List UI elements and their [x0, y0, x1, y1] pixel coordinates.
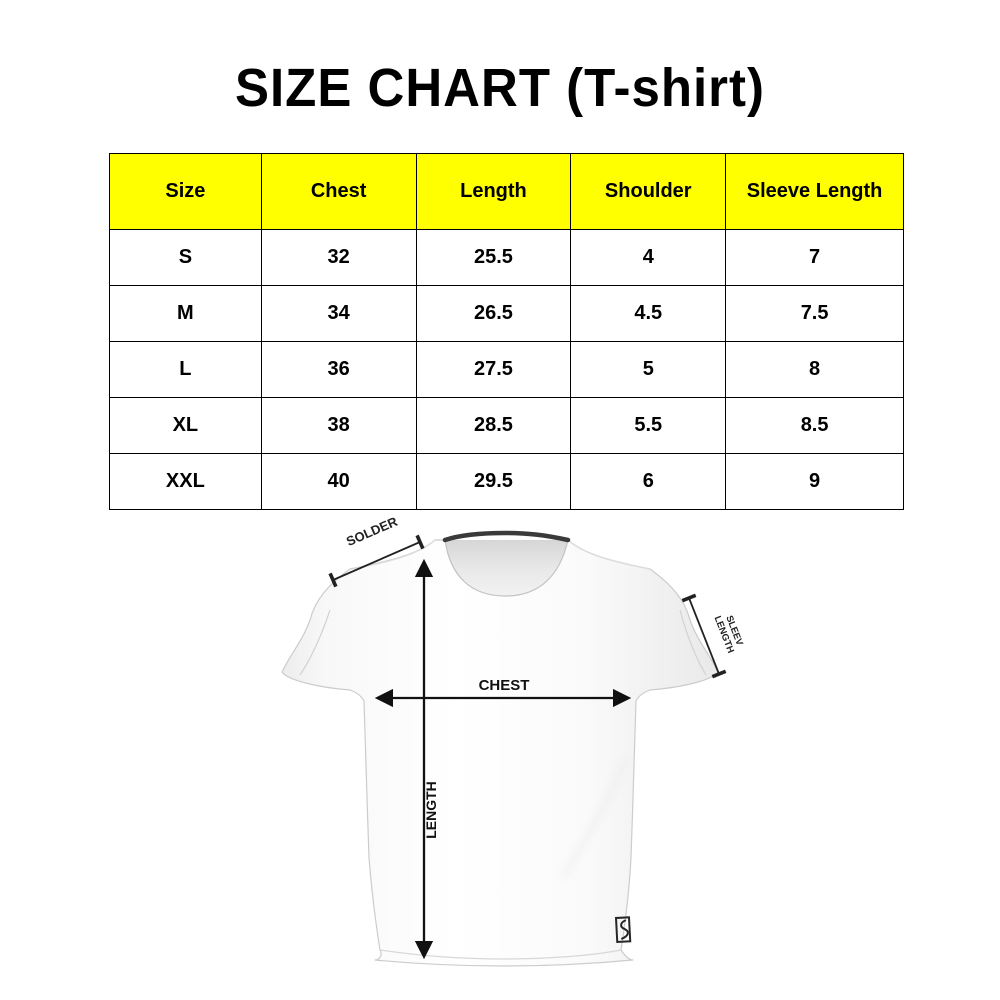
- svg-text:CHEST: CHEST: [479, 677, 530, 694]
- svg-text:SOLDER: SOLDER: [344, 513, 400, 549]
- svg-text:LENGTH: LENGTH: [423, 781, 439, 839]
